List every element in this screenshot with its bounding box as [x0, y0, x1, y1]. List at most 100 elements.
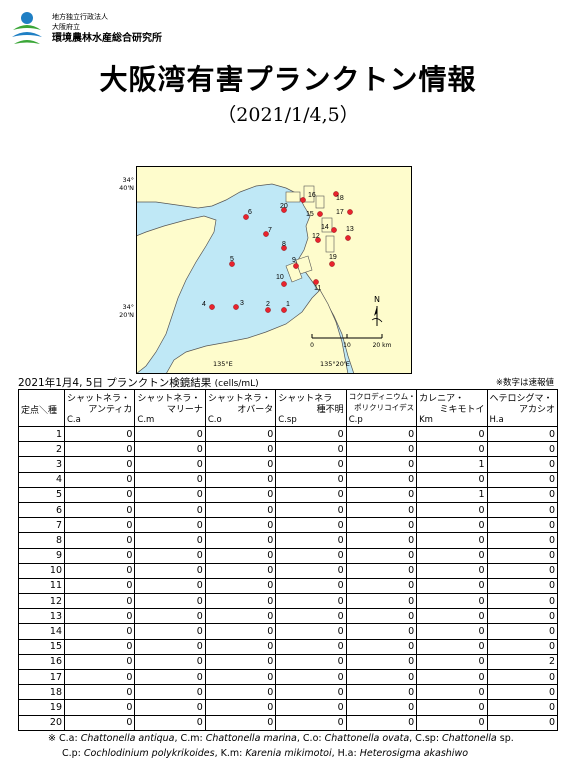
land-north-east [135, 165, 413, 375]
cell-count: 0 [63, 714, 136, 731]
lat-label-bottom: 34° 20'N [119, 303, 134, 319]
lon-label-left: 135°E [213, 360, 233, 368]
station-number-cell: 16 [18, 653, 65, 671]
station-marker [331, 227, 337, 233]
cell-count: 0 [345, 668, 418, 686]
cell-count: 0 [134, 668, 206, 686]
station-marker [313, 279, 319, 285]
station-marker [293, 263, 299, 269]
species-name: Chattonella antiqua [80, 733, 175, 744]
species-abbr: , K.m: [214, 748, 246, 759]
station-label: 7 [268, 227, 272, 234]
cell-count: 0 [204, 608, 277, 625]
cell-count: 0 [345, 684, 418, 701]
column-name-line1: シャットネラ・ [137, 394, 201, 404]
species-abbr: C.a: [59, 733, 81, 744]
cell-count: 0 [486, 532, 559, 549]
cell-count: 0 [134, 562, 206, 579]
cell-count: 0 [63, 441, 136, 458]
species-abbr: , C.sp: [409, 733, 443, 744]
cell-count: 0 [486, 714, 559, 731]
cell-count: 0 [416, 471, 488, 488]
station-number-cell: 4 [18, 471, 65, 488]
cell-count: 0 [63, 699, 136, 716]
cell-count: 0 [204, 425, 277, 443]
cell-count: 0 [486, 638, 559, 655]
station-number-cell: 3 [18, 456, 65, 473]
station-label: 5 [230, 256, 234, 263]
cell-count: 0 [416, 517, 488, 534]
station-number-cell: 9 [18, 547, 65, 564]
cell-count: 0 [345, 653, 418, 671]
station-label: 9 [292, 257, 296, 264]
cell-count: 0 [204, 456, 277, 473]
cell-count: 0 [275, 441, 347, 458]
table-row: 15 0 0 0 0 0 0 0 [18, 638, 559, 655]
table-row: 14 0 0 0 0 0 0 0 [18, 623, 559, 640]
cell-count: 0 [275, 486, 347, 503]
cell-count: 0 [204, 517, 277, 534]
cell-count: 0 [275, 699, 347, 716]
column-header: コクロディニウム・ ポリクリコイデス C.p [345, 389, 418, 427]
cell-count: 0 [134, 471, 206, 488]
cell-count: 0 [275, 577, 347, 595]
column-abbreviation: Km [419, 415, 433, 425]
station-label: 8 [282, 241, 286, 248]
cell-count: 0 [204, 684, 277, 701]
station-marker [209, 304, 215, 310]
column-name-line2: ポリクリコイデス [354, 403, 415, 412]
column-header: シャットネラ・ オバータ C.o [204, 389, 277, 427]
lon-label-right: 135°20'E [320, 360, 350, 368]
cell-count: 0 [345, 714, 418, 731]
cell-count: 0 [134, 486, 206, 503]
species-name: Heterosigma akashiwo [359, 748, 469, 759]
species-name: Chattonella marina [205, 733, 297, 744]
column-name-line1: シャットネラ・ [67, 394, 131, 404]
corner-header: 定点＼種 [18, 389, 65, 427]
table-row: 19 0 0 0 0 0 0 0 [18, 699, 559, 716]
species-name: Chattonella [442, 733, 497, 744]
cell-count: 0 [134, 547, 206, 564]
station-marker [329, 261, 335, 267]
legend-line2: C.p: Cochlodinium polykrikoides, K.m: Ka… [48, 746, 514, 761]
table-row: 20 0 0 0 0 0 0 0 [18, 714, 559, 731]
column-abbreviation: C.a [67, 415, 81, 425]
column-name-line2: ミキモトイ [439, 405, 485, 415]
column-header: シャットネラ・ アンティカ C.a [63, 389, 136, 427]
cell-count: 0 [134, 623, 206, 640]
column-abbreviation: C.sp [278, 415, 297, 425]
cell-count: 0 [486, 593, 559, 610]
table-row: 12 0 0 0 0 0 0 0 [18, 593, 559, 610]
cell-count: 0 [63, 608, 136, 625]
cell-count: 0 [204, 547, 277, 564]
station-number-cell: 2 [18, 441, 65, 458]
cell-count: 0 [345, 486, 418, 503]
station-label: 14 [321, 224, 329, 231]
cell-count: 0 [345, 577, 418, 595]
cell-count: 0 [345, 562, 418, 579]
land-south [165, 289, 349, 375]
institute-logo-icon [12, 12, 42, 44]
cell-count: 0 [486, 668, 559, 686]
survey-date: （2021/1/4,5） [217, 104, 359, 126]
scale-bar: 0 10 20 km [310, 334, 392, 349]
cell-count: 0 [204, 593, 277, 610]
station-marker [333, 191, 339, 197]
cell-count: 0 [416, 608, 488, 625]
station-label: 19 [329, 254, 337, 261]
cell-count: 0 [204, 653, 277, 671]
cell-count: 0 [63, 653, 136, 671]
cell-count: 0 [134, 501, 206, 519]
cell-count: 0 [63, 562, 136, 579]
cell-count: 0 [134, 456, 206, 473]
scale-label-0: 0 [310, 342, 314, 349]
station-marker [265, 307, 271, 313]
station-marker [281, 207, 287, 213]
legend-mark: ※ [48, 733, 56, 744]
